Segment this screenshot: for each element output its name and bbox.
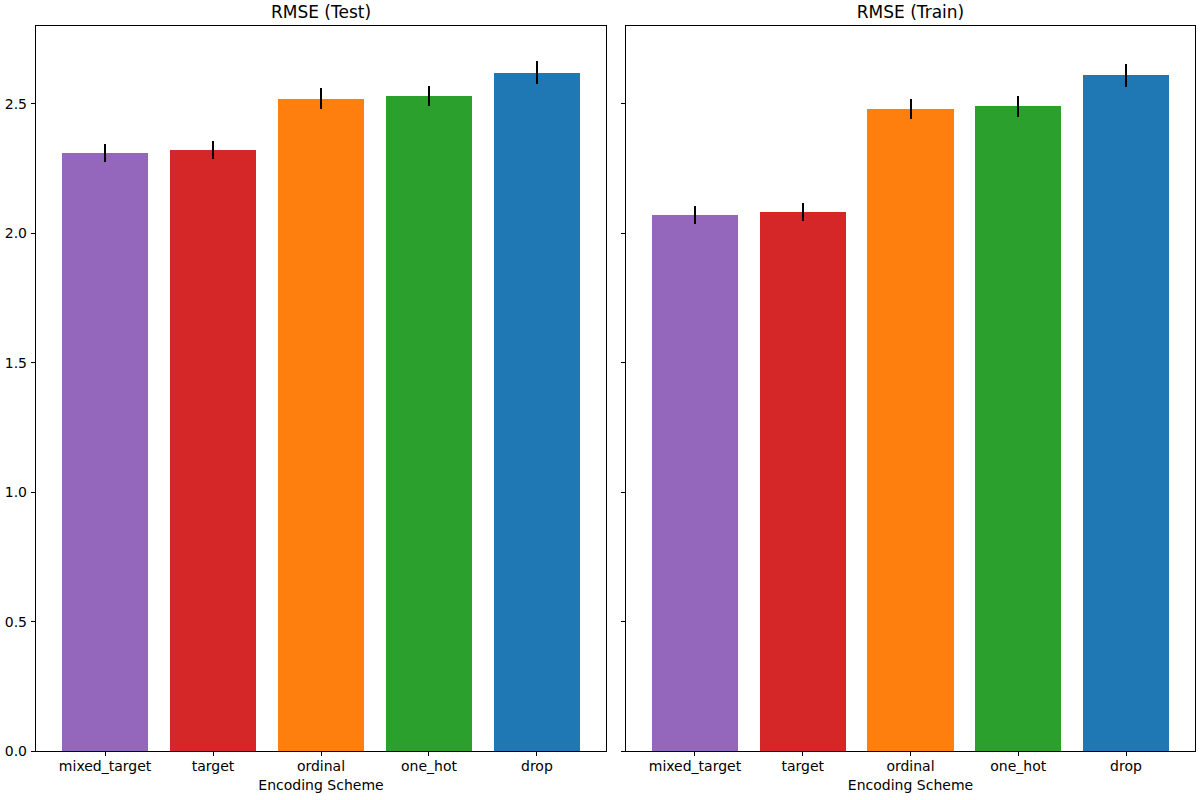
bar-mixed_target [652, 215, 738, 751]
y-tick-label-2.0: 2.0 [5, 225, 27, 241]
y-tick-mark [621, 233, 625, 234]
y-tick-label-1.0: 1.0 [5, 484, 27, 500]
x-tick-label-one_hot: one_hot [401, 758, 457, 774]
y-tick-label-1.5: 1.5 [5, 355, 27, 371]
x-tick-label-drop: drop [1110, 758, 1142, 774]
y-tick-label-0.5: 0.5 [5, 614, 27, 630]
x-tick-mark [802, 751, 803, 756]
x-tick-label-drop: drop [521, 758, 553, 774]
plot-title-train: RMSE (Train) [625, 2, 1196, 22]
bar-target [760, 212, 846, 751]
x-tick-mark [1018, 751, 1019, 756]
x-tick-mark [213, 751, 214, 756]
errorbar-mixed_target [104, 144, 106, 162]
errorbar-one_hot [428, 86, 430, 107]
bar-one_hot [386, 96, 472, 751]
x-tick-mark [694, 751, 695, 756]
x-tick-label-mixed_target: mixed_target [649, 758, 741, 774]
x-tick-mark [536, 751, 537, 756]
x-tick-label-target: target [192, 758, 235, 774]
axes-rmse-test: mixed_targettargetordinalone_hotdrop0.00… [35, 25, 607, 752]
x-tick-label-ordinal: ordinal [886, 758, 934, 774]
figure: RMSE (Test) RMSE (Train) mixed_targettar… [0, 0, 1200, 800]
plot-title-test: RMSE (Test) [35, 2, 607, 22]
errorbar-ordinal [320, 88, 322, 109]
errorbar-mixed_target [694, 206, 696, 224]
y-tick-mark [621, 492, 625, 493]
y-tick-mark [31, 492, 35, 493]
x-tick-label-target: target [781, 758, 824, 774]
bar-drop [494, 73, 580, 751]
bar-one_hot [975, 106, 1061, 751]
bar-drop [1083, 75, 1169, 751]
y-tick-label-2.5: 2.5 [5, 96, 27, 112]
xlabel-train: Encoding Scheme [625, 777, 1196, 795]
errorbar-ordinal [910, 99, 912, 120]
y-tick-mark [621, 103, 625, 104]
bar-mixed_target [62, 153, 148, 751]
x-tick-mark [105, 751, 106, 756]
xlabel-test: Encoding Scheme [35, 777, 607, 795]
errorbar-target [802, 203, 804, 221]
x-tick-mark [321, 751, 322, 756]
x-tick-mark [428, 751, 429, 756]
x-tick-mark [910, 751, 911, 756]
x-tick-mark [1126, 751, 1127, 756]
bar-ordinal [278, 99, 364, 752]
y-tick-mark [31, 621, 35, 622]
x-tick-label-one_hot: one_hot [990, 758, 1046, 774]
errorbar-target [212, 141, 214, 159]
y-tick-mark [621, 362, 625, 363]
y-tick-mark [31, 103, 35, 104]
errorbar-one_hot [1017, 96, 1019, 117]
bar-ordinal [867, 109, 953, 751]
x-tick-label-mixed_target: mixed_target [59, 758, 151, 774]
y-tick-label-0.0: 0.0 [5, 743, 27, 759]
bar-target [170, 150, 256, 751]
y-tick-mark [31, 751, 35, 752]
axes-rmse-train: mixed_targettargetordinalone_hotdrop [625, 25, 1196, 752]
y-tick-mark [31, 362, 35, 363]
errorbar-drop [536, 61, 538, 84]
y-tick-mark [621, 621, 625, 622]
y-tick-mark [621, 751, 625, 752]
x-tick-label-ordinal: ordinal [297, 758, 345, 774]
errorbar-drop [1125, 64, 1127, 87]
y-tick-mark [31, 233, 35, 234]
